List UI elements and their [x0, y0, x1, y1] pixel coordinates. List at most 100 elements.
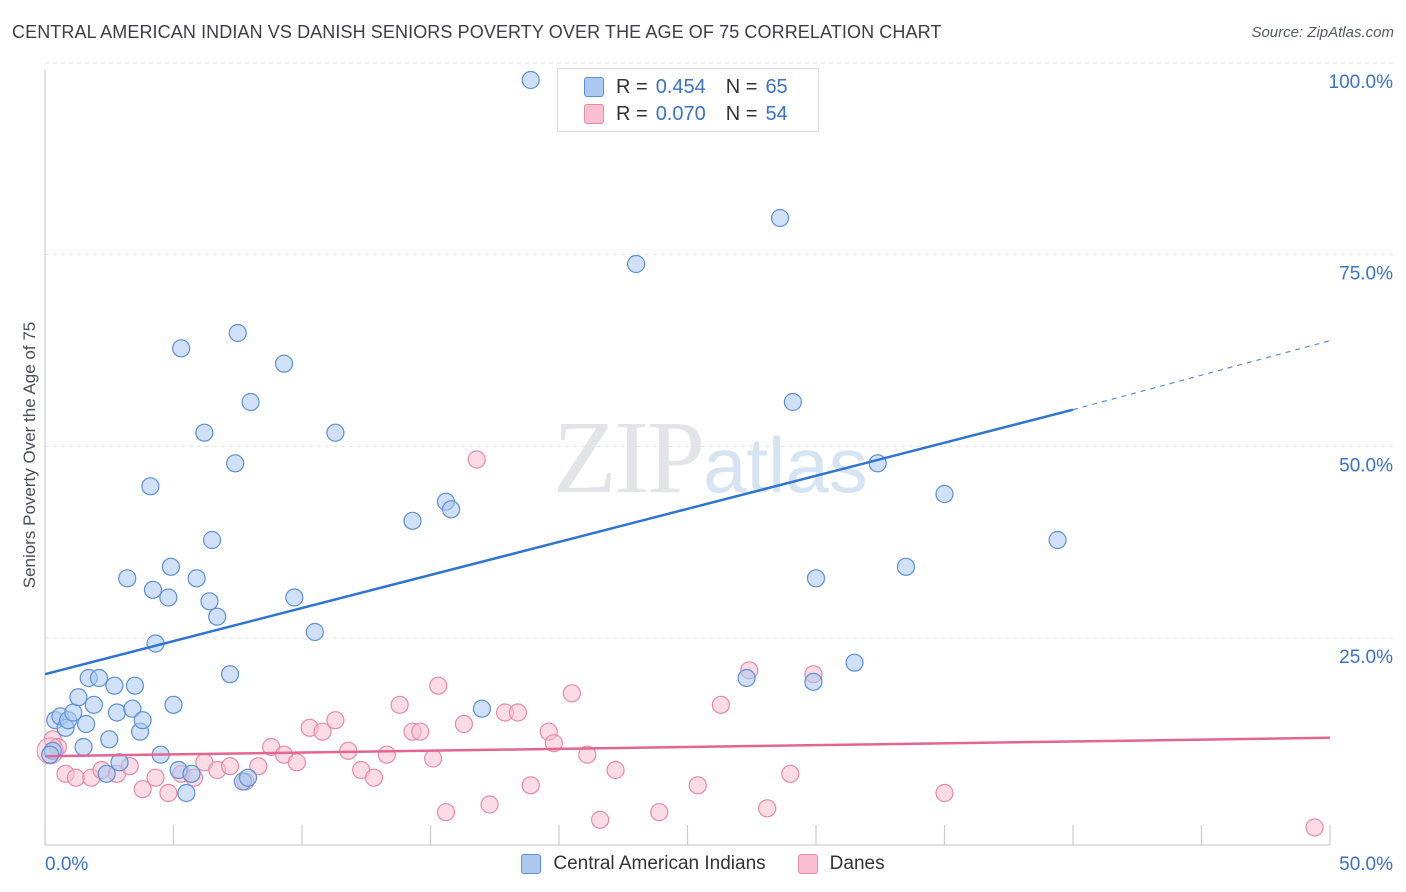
danes-point	[606, 760, 625, 780]
danes-point	[650, 803, 669, 822]
central-american-indians-point	[159, 588, 178, 607]
danes-point	[313, 722, 332, 741]
central-american-indians-point	[896, 557, 916, 576]
danes-point	[508, 703, 527, 722]
central-american-indians-point	[200, 592, 219, 611]
legend-r-label: R =	[616, 102, 648, 125]
danes-point	[935, 783, 954, 803]
danes-point	[578, 745, 597, 764]
legend-swatch-pink	[797, 854, 818, 874]
legend-swatch-pink	[584, 104, 604, 124]
central-american-indians-point	[69, 688, 88, 707]
central-american-indians-point	[521, 70, 540, 90]
central-american-indians-point	[845, 653, 864, 672]
central-american-indians-point	[1048, 530, 1067, 550]
legend-row-blue: R = 0.454 N = 65	[584, 74, 788, 100]
central-american-indians-point	[626, 254, 646, 274]
central-american-indians-point	[105, 676, 124, 695]
x-tick-label: 0.0%	[45, 854, 88, 875]
trend-lines	[44, 340, 1331, 758]
danes-point	[249, 757, 268, 776]
danes-point	[711, 695, 731, 714]
legend-r-value: 0.454	[655, 75, 706, 98]
danes-point	[467, 450, 486, 469]
danes-point	[411, 722, 430, 741]
source-credit: Source: ZipAtlas.com	[1251, 24, 1394, 41]
central-american-indians-point	[935, 484, 954, 504]
danes-point	[454, 714, 474, 734]
central-american-indians-point	[141, 477, 160, 496]
legend-label-danes: Danes	[829, 853, 885, 874]
central-american-indians-point	[100, 730, 119, 749]
legend-n-value: 65	[765, 75, 788, 98]
central-american-indians-point	[74, 737, 93, 757]
danes-point	[220, 757, 240, 776]
central-american-indians-point	[804, 672, 823, 691]
central-american-indians-point	[89, 668, 109, 688]
danes-points	[36, 450, 1324, 837]
central-american-indians-point	[228, 323, 247, 343]
central-american-indians-point	[84, 695, 103, 714]
central-american-indians-point	[305, 622, 324, 642]
central-american-indians-point	[208, 607, 227, 626]
legend-n-value: 54	[765, 102, 788, 125]
danes-point	[781, 764, 800, 783]
correlation-legend: R = 0.454 N = 65 R = 0.070 N = 54	[557, 68, 819, 132]
central-american-indians-point	[241, 392, 260, 412]
legend-row-pink: R = 0.070 N = 54	[584, 101, 788, 127]
central-american-indians-point	[238, 768, 258, 787]
danes-point	[688, 776, 707, 795]
danes-point	[133, 780, 152, 799]
central-american-indians-point	[118, 569, 137, 588]
y-tick-label: 75.0%	[1339, 264, 1393, 285]
y-tick-label: 25.0%	[1339, 647, 1393, 668]
central-american-indians-point	[177, 783, 196, 803]
danes-point	[429, 676, 448, 695]
danes-point	[521, 776, 540, 795]
central-american-indians-point	[441, 500, 461, 519]
danes-point	[436, 803, 456, 822]
central-american-indians-point	[403, 511, 422, 530]
danes-point	[1305, 818, 1324, 837]
danes-point	[66, 768, 85, 787]
tick-labels: 25.0% 50.0% 75.0% 100.0% 0.0% 50.0%	[45, 72, 1393, 875]
central-american-indians-point	[97, 764, 116, 783]
y-tick-label: 50.0%	[1339, 455, 1393, 476]
chart-title: CENTRAL AMERICAN INDIAN VS DANISH SENIOR…	[12, 22, 942, 42]
danes-point	[758, 799, 777, 818]
legend-n-label: N =	[725, 102, 758, 125]
legend-swatch-blue	[521, 854, 542, 874]
y-tick-label: 100.0%	[1329, 72, 1394, 93]
central-american-indians-points	[41, 70, 1067, 803]
central-american-indians-point	[125, 676, 145, 695]
danes-point	[326, 711, 345, 730]
central-american-indians-point	[182, 764, 201, 783]
central-american-indians-point	[187, 569, 206, 588]
legend-swatch-blue	[584, 77, 604, 97]
legend-label-central-american-indians: Central American Indians	[553, 853, 766, 874]
danes-point	[146, 768, 165, 787]
central-american-indians-point	[770, 208, 790, 228]
central-american-indians-point	[326, 423, 345, 442]
central-american-indians-point	[274, 354, 294, 373]
central-american-indians-point	[164, 695, 183, 714]
danes-point	[423, 749, 443, 768]
danes-point	[159, 783, 178, 803]
legend-item-central-american-indians: Central American Indians	[521, 853, 766, 875]
central-american-indians-point	[143, 580, 163, 599]
central-american-indians-point	[285, 588, 304, 607]
legend-n-label: N =	[725, 75, 758, 98]
central-american-indians-trend-extension	[1072, 340, 1331, 411]
danes-point	[364, 768, 384, 787]
series-legend: Central American Indians Danes	[0, 850, 1406, 878]
danes-trend-line	[44, 736, 1331, 758]
danes-point	[562, 684, 581, 703]
central-american-indians-point	[226, 454, 245, 473]
central-american-indians-point	[172, 339, 191, 358]
danes-point	[480, 795, 499, 814]
central-american-indians-point	[737, 668, 756, 688]
danes-point	[591, 810, 610, 829]
legend-item-danes: Danes	[797, 853, 885, 875]
central-american-indians-point	[202, 530, 222, 550]
danes-point	[544, 734, 563, 753]
